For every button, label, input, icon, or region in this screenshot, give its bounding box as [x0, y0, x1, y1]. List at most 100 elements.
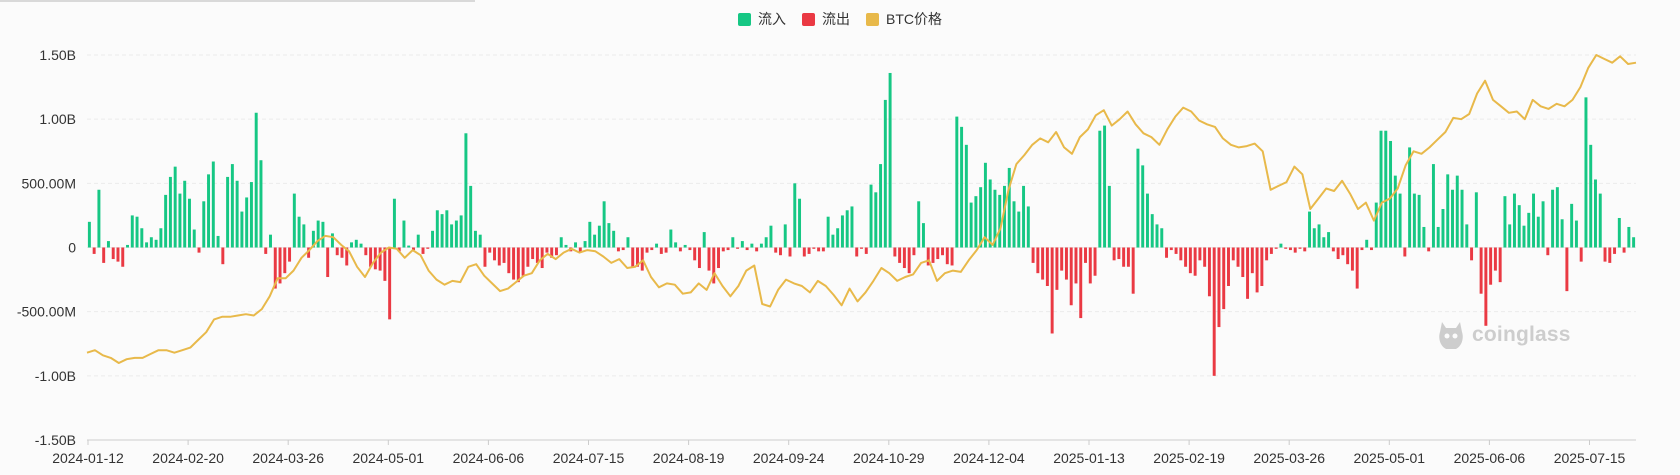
outflow-bar: [802, 247, 806, 257]
inflow-bar: [292, 193, 296, 248]
outflow-bar: [712, 247, 716, 284]
inflow-bar: [669, 229, 673, 248]
outflow-bar: [1036, 247, 1040, 274]
outflow-bar: [502, 247, 506, 263]
inflow-bar: [1555, 187, 1559, 248]
inflow-bar: [87, 221, 91, 248]
outflow-bar: [1284, 247, 1288, 249]
inflow-bar: [1327, 232, 1331, 248]
outflow-bar: [1050, 247, 1054, 334]
inflow-bar: [230, 164, 234, 248]
outflow-bar: [1246, 247, 1250, 299]
outflow-bar: [907, 247, 911, 274]
outflow-bar: [1165, 247, 1169, 258]
inflow-bar: [235, 180, 239, 248]
inflow-bar: [593, 234, 597, 248]
y-tick-label: -1.50B: [35, 432, 76, 448]
inflow-bar: [1536, 216, 1540, 248]
inflow-bar: [1393, 175, 1397, 248]
outflow-bar: [621, 247, 625, 251]
inflow-bar: [192, 229, 196, 248]
inflow-bar: [850, 206, 854, 248]
outflow-bar: [1350, 247, 1354, 271]
inflow-bar: [321, 221, 325, 248]
outflow-bar: [817, 247, 821, 252]
inflow-bar: [187, 198, 191, 248]
inflow-bar: [473, 230, 477, 248]
inflow-bar: [416, 234, 420, 248]
inflow-bar: [1317, 224, 1321, 248]
x-tick-label: 2024-08-19: [653, 450, 725, 466]
inflow-bar: [159, 228, 163, 248]
outflow-bar: [288, 247, 292, 262]
inflow-bar: [917, 201, 921, 248]
outflow-bar: [1207, 247, 1211, 297]
legend-label-inflow: 流入: [758, 11, 786, 27]
outflow-bar: [507, 247, 511, 274]
inflow-bar: [574, 242, 578, 248]
inflow-bar: [478, 234, 482, 248]
inflow-bar: [126, 244, 129, 248]
inflow-bar: [1312, 228, 1316, 248]
outflow-bar: [1498, 247, 1502, 283]
inflow-bar: [431, 230, 435, 248]
outflow-bar: [1222, 247, 1226, 310]
inflow-bar: [164, 194, 168, 248]
inflow-bar: [831, 234, 835, 248]
inflow-bar: [1584, 97, 1588, 248]
x-tick-label: 2024-02-20: [152, 450, 224, 466]
outflow-bar: [1265, 247, 1269, 261]
inflow-bar: [1107, 185, 1111, 248]
inflow-bar: [445, 210, 449, 248]
legend-item-btc-price[interactable]: BTC价格: [866, 9, 942, 29]
inflow-bar: [1141, 165, 1145, 248]
inflow-bar: [1431, 164, 1435, 248]
outflow-bar: [1622, 247, 1626, 253]
inflow-bar: [1384, 130, 1388, 248]
outflow-bar: [497, 247, 501, 266]
inflow-bar: [149, 237, 153, 248]
outflow-bar: [1269, 247, 1273, 254]
outflow-bar: [1045, 247, 1049, 286]
outflow-bar: [1122, 247, 1126, 267]
inflow-bar: [974, 196, 978, 248]
inflow-bar: [211, 161, 215, 248]
outflow-bar: [273, 247, 277, 289]
outflow-bar: [516, 247, 520, 283]
outflow-bar: [707, 247, 711, 271]
inflow-bar: [1103, 125, 1107, 248]
inflow-bar: [1022, 185, 1026, 248]
inflow-bar: [1379, 130, 1383, 248]
inflow-bar: [1527, 212, 1531, 248]
outflow-bar: [1074, 247, 1078, 284]
inflow-bar: [130, 215, 134, 248]
outflow-bar: [1069, 247, 1073, 306]
legend-label-btc-price: BTC价格: [886, 11, 942, 27]
inflow-bar: [612, 230, 616, 248]
legend-item-outflow[interactable]: 流出: [802, 9, 850, 29]
inflow-bar: [154, 239, 158, 248]
legend-item-inflow[interactable]: 流入: [738, 9, 786, 29]
outflow-bar: [650, 247, 654, 251]
inflow-bar: [402, 220, 406, 248]
inflow-bar: [583, 241, 587, 248]
outflow-bar: [388, 247, 392, 320]
x-tick-label: 2025-01-13: [1053, 450, 1125, 466]
inflow-bar: [97, 189, 101, 248]
outflow-bar: [1193, 247, 1197, 276]
inflow-bar: [1322, 237, 1326, 248]
inflow-bar: [1136, 148, 1140, 248]
x-tick-label: 2025-05-01: [1353, 450, 1425, 466]
outflow-bar: [426, 247, 430, 249]
inflow-bar: [683, 244, 687, 248]
inflow-bar: [254, 112, 258, 248]
inflow-bar: [1632, 237, 1636, 248]
inflow-bar: [588, 221, 592, 248]
outflow-bar: [1370, 247, 1373, 251]
inflow-bar: [202, 201, 206, 248]
outflow-bar: [326, 247, 330, 278]
outflow-bar: [941, 247, 945, 256]
outflow-bar: [526, 247, 530, 267]
outflow-bar: [1041, 247, 1045, 280]
